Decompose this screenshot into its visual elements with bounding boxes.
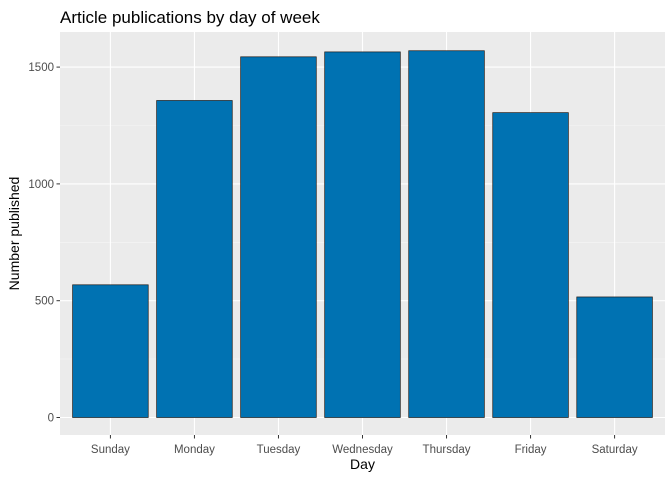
x-tick-label: Sunday	[91, 444, 130, 456]
x-tick-label: Thursday	[423, 444, 471, 456]
bar-wednesday	[324, 51, 401, 418]
bar-saturday	[576, 296, 653, 418]
y-tick-label: 500	[35, 296, 54, 308]
bar-thursday	[408, 50, 485, 418]
chart-title: Article publications by day of week	[60, 8, 320, 27]
x-tick-label: Wednesday	[332, 444, 393, 456]
x-tick-label: Tuesday	[257, 444, 301, 456]
x-tick-label: Saturday	[592, 444, 638, 456]
bar-sunday	[72, 284, 149, 418]
y-axis-title: Number published	[6, 177, 22, 291]
x-axis: Sunday Monday Tuesday Wednesday Thursday Frid…	[91, 435, 638, 456]
bar-friday	[492, 112, 569, 418]
bar-monday	[156, 100, 233, 418]
y-axis: 0 500 1000 1500	[28, 62, 60, 425]
y-tick-label: 1500	[28, 62, 54, 74]
bars	[72, 50, 653, 418]
x-axis-title: Day	[350, 456, 375, 472]
x-tick-label: Monday	[174, 444, 215, 456]
y-tick-label: 0	[48, 413, 54, 425]
x-tick-label: Friday	[515, 444, 547, 456]
y-tick-label: 1000	[28, 179, 54, 191]
bar-tuesday	[240, 56, 317, 418]
